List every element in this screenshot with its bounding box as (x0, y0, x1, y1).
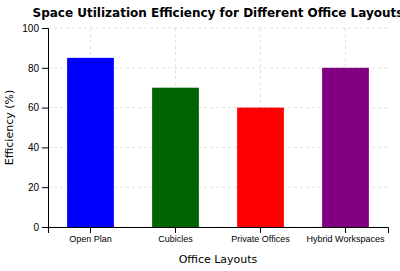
tick: 60 (28, 102, 48, 113)
title: Space Utilization Efficiency for Differe… (33, 6, 400, 20)
tick: Private Offices (231, 227, 290, 244)
tick-label: 40 (28, 142, 40, 153)
axis-line (49, 228, 389, 234)
tick-label: Private Offices (231, 234, 290, 244)
tick-label: 100 (22, 23, 39, 34)
tick-mark (175, 227, 176, 233)
tick-label: 20 (28, 182, 40, 193)
plot: 0 20 40 60 80 100 Open Plan Cubicles Private Off… (22, 23, 388, 245)
tick-mark (42, 68, 48, 69)
tick-mark (42, 147, 48, 148)
tick-mark (90, 227, 91, 233)
tick: 40 (28, 142, 48, 153)
tick-label: Open Plan (69, 234, 112, 244)
grid (48, 28, 388, 227)
x-axis-title: Office Layouts (179, 253, 258, 266)
tick-mark (345, 227, 346, 233)
tick-label: 0 (33, 222, 39, 233)
y-axis: 0 20 40 60 80 100 (22, 23, 48, 233)
tick: 100 (22, 23, 48, 34)
chart: 0 20 40 60 80 100 Open Plan Cubicles Private Off… (0, 0, 400, 271)
tick-label: Cubicles (158, 234, 193, 244)
tick: 80 (28, 63, 48, 74)
bar (67, 58, 114, 227)
bar (152, 88, 199, 227)
tick-label: 60 (28, 102, 40, 113)
tick-label: Hybrid Workspaces (307, 234, 385, 244)
bar (237, 108, 284, 227)
tick-mark (260, 227, 261, 233)
tick-mark (42, 108, 48, 109)
bar (322, 68, 369, 227)
tick-label: 80 (28, 63, 40, 74)
tick: Hybrid Workspaces (307, 227, 385, 244)
axis-line (42, 29, 49, 228)
tick-mark (42, 227, 48, 228)
tick: Open Plan (69, 227, 112, 244)
x-axis: Open Plan Cubicles Private Offices Hybrid W… (49, 227, 389, 244)
tick: 0 (33, 222, 48, 233)
y-axis-title: Efficiency (%) (3, 90, 16, 166)
tick-mark (42, 187, 48, 188)
bars (67, 58, 369, 227)
tick-mark (42, 28, 48, 29)
tick: 20 (28, 182, 48, 193)
grid-line (48, 28, 388, 29)
tick: Cubicles (158, 227, 193, 244)
